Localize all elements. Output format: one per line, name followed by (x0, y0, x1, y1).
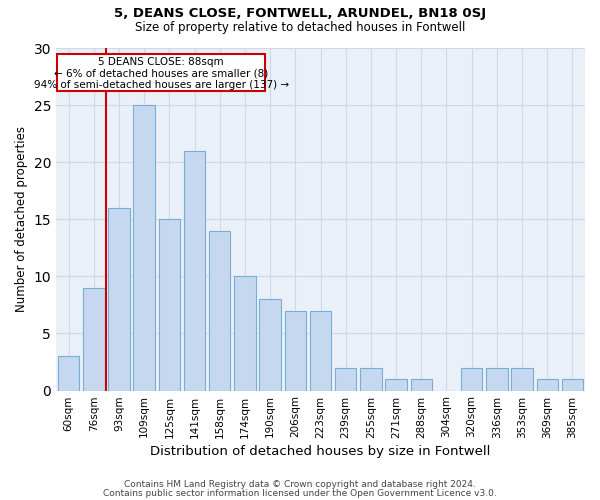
Bar (234, 276, 256, 390)
Bar (209, 230, 230, 390)
Bar (486, 368, 508, 390)
Bar (385, 379, 407, 390)
Text: 5 DEANS CLOSE: 88sqm: 5 DEANS CLOSE: 88sqm (98, 56, 224, 66)
Bar (158, 220, 180, 390)
Bar (410, 379, 432, 390)
FancyBboxPatch shape (58, 54, 265, 92)
Bar (109, 208, 130, 390)
X-axis label: Distribution of detached houses by size in Fontwell: Distribution of detached houses by size … (151, 444, 491, 458)
Y-axis label: Number of detached properties: Number of detached properties (15, 126, 28, 312)
Bar (184, 151, 205, 390)
Bar (536, 379, 558, 390)
Bar (58, 356, 79, 390)
Bar (133, 105, 155, 391)
Text: 5, DEANS CLOSE, FONTWELL, ARUNDEL, BN18 0SJ: 5, DEANS CLOSE, FONTWELL, ARUNDEL, BN18 … (114, 8, 486, 20)
Bar (461, 368, 482, 390)
Bar (284, 310, 306, 390)
Bar (310, 310, 331, 390)
Bar (511, 368, 533, 390)
Text: ← 6% of detached houses are smaller (8): ← 6% of detached houses are smaller (8) (54, 68, 268, 78)
Text: Size of property relative to detached houses in Fontwell: Size of property relative to detached ho… (135, 21, 465, 34)
Bar (83, 288, 104, 390)
Text: 94% of semi-detached houses are larger (137) →: 94% of semi-detached houses are larger (… (34, 80, 289, 90)
Text: Contains public sector information licensed under the Open Government Licence v3: Contains public sector information licen… (103, 488, 497, 498)
Text: Contains HM Land Registry data © Crown copyright and database right 2024.: Contains HM Land Registry data © Crown c… (124, 480, 476, 489)
Bar (360, 368, 382, 390)
Bar (562, 379, 583, 390)
Bar (259, 299, 281, 390)
Bar (335, 368, 356, 390)
